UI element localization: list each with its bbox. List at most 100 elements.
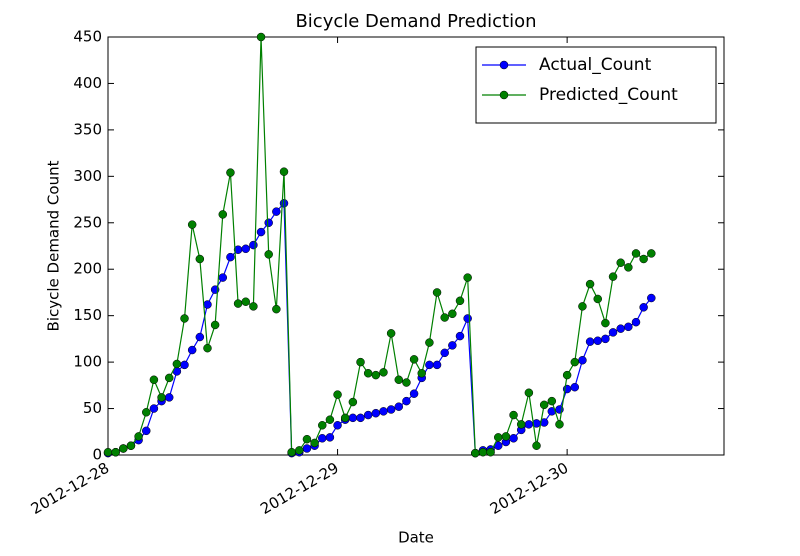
data-point	[325, 415, 335, 424]
data-point	[425, 338, 434, 347]
x-tick-label: 2012-12-30	[487, 459, 572, 518]
data-point	[187, 345, 197, 355]
data-point	[379, 407, 388, 416]
data-point	[310, 438, 319, 448]
data-point	[631, 317, 641, 327]
data-point	[601, 318, 610, 328]
data-point	[455, 296, 465, 306]
y-tick-label: 150	[73, 306, 102, 324]
plot-area	[103, 32, 656, 458]
y-axis-label: Bicycle Demand Count	[45, 160, 63, 331]
data-point	[318, 421, 327, 430]
data-point	[279, 199, 289, 208]
legend-label: Predicted_Count	[539, 85, 678, 105]
data-point	[501, 432, 511, 441]
y-tick-label: 450	[73, 28, 102, 46]
data-point	[241, 244, 250, 254]
x-axis-label: Date	[398, 529, 434, 547]
y-tick-label: 100	[73, 353, 102, 371]
data-point	[363, 369, 373, 378]
data-point	[218, 273, 228, 282]
data-point	[272, 207, 281, 216]
data-point	[593, 294, 602, 304]
data-point	[157, 393, 166, 402]
data-point	[608, 328, 618, 337]
data-point	[325, 433, 335, 442]
y-tick-label: 400	[73, 74, 102, 92]
data-point	[601, 334, 610, 344]
data-point	[103, 447, 113, 457]
data-point	[570, 382, 580, 392]
data-point	[409, 355, 419, 364]
data-point	[524, 388, 534, 398]
data-point	[203, 343, 212, 353]
data-point	[608, 272, 618, 281]
data-point	[539, 400, 549, 410]
legend-frame	[475, 46, 717, 124]
data-point	[264, 250, 273, 259]
data-point	[409, 389, 419, 398]
data-point	[149, 404, 159, 413]
data-point	[226, 252, 235, 262]
data-point	[547, 396, 557, 406]
data-point	[302, 444, 312, 453]
data-point	[302, 434, 312, 444]
data-point	[570, 357, 580, 367]
data-point	[639, 254, 648, 264]
data-point	[593, 336, 602, 345]
data-point	[126, 441, 136, 450]
data-point	[195, 254, 205, 264]
data-point	[386, 329, 396, 338]
data-point	[639, 303, 648, 312]
data-point	[524, 420, 534, 429]
data-point	[402, 378, 411, 387]
data-point	[394, 402, 404, 411]
data-point	[142, 408, 151, 417]
data-point	[585, 279, 595, 289]
data-point	[295, 446, 304, 455]
data-point	[455, 331, 465, 341]
x-tick-label: 2012-12-29	[257, 459, 342, 518]
y-tick-label: 50	[83, 399, 102, 417]
y-tick-label: 350	[73, 120, 102, 138]
data-point	[256, 227, 266, 237]
data-point	[363, 410, 373, 420]
y-tick-label: 250	[73, 213, 102, 231]
x-tick-label: 2012-12-28	[28, 459, 113, 518]
series-line	[107, 201, 652, 454]
data-point	[180, 360, 189, 370]
data-point	[448, 309, 457, 319]
data-point	[371, 408, 381, 418]
data-point	[509, 410, 518, 420]
y-tick-label: 0	[92, 446, 102, 464]
data-point	[318, 434, 327, 443]
data-point	[532, 441, 541, 450]
data-point	[471, 448, 480, 458]
data-point	[348, 397, 358, 407]
data-point	[432, 360, 442, 370]
data-point	[624, 322, 633, 332]
data-point	[249, 302, 258, 311]
data-point	[562, 370, 572, 380]
data-point	[279, 167, 289, 176]
data-point	[142, 426, 151, 436]
data-point	[119, 444, 128, 453]
data-point	[616, 258, 625, 267]
data-point	[249, 240, 258, 250]
data-point	[371, 370, 381, 380]
y-tick-label: 200	[73, 260, 102, 278]
data-point	[149, 375, 159, 385]
data-point	[647, 249, 656, 258]
data-point	[272, 304, 281, 314]
data-point	[264, 218, 273, 228]
data-point	[463, 314, 472, 323]
data-point	[539, 418, 549, 427]
data-point	[241, 297, 250, 306]
chart-title: Bicycle Demand Prediction	[295, 11, 536, 32]
data-point	[333, 390, 342, 399]
data-point	[356, 357, 365, 367]
legend-marker	[499, 90, 509, 100]
legend-marker	[499, 60, 509, 70]
data-point	[394, 375, 404, 385]
data-point	[647, 293, 656, 303]
